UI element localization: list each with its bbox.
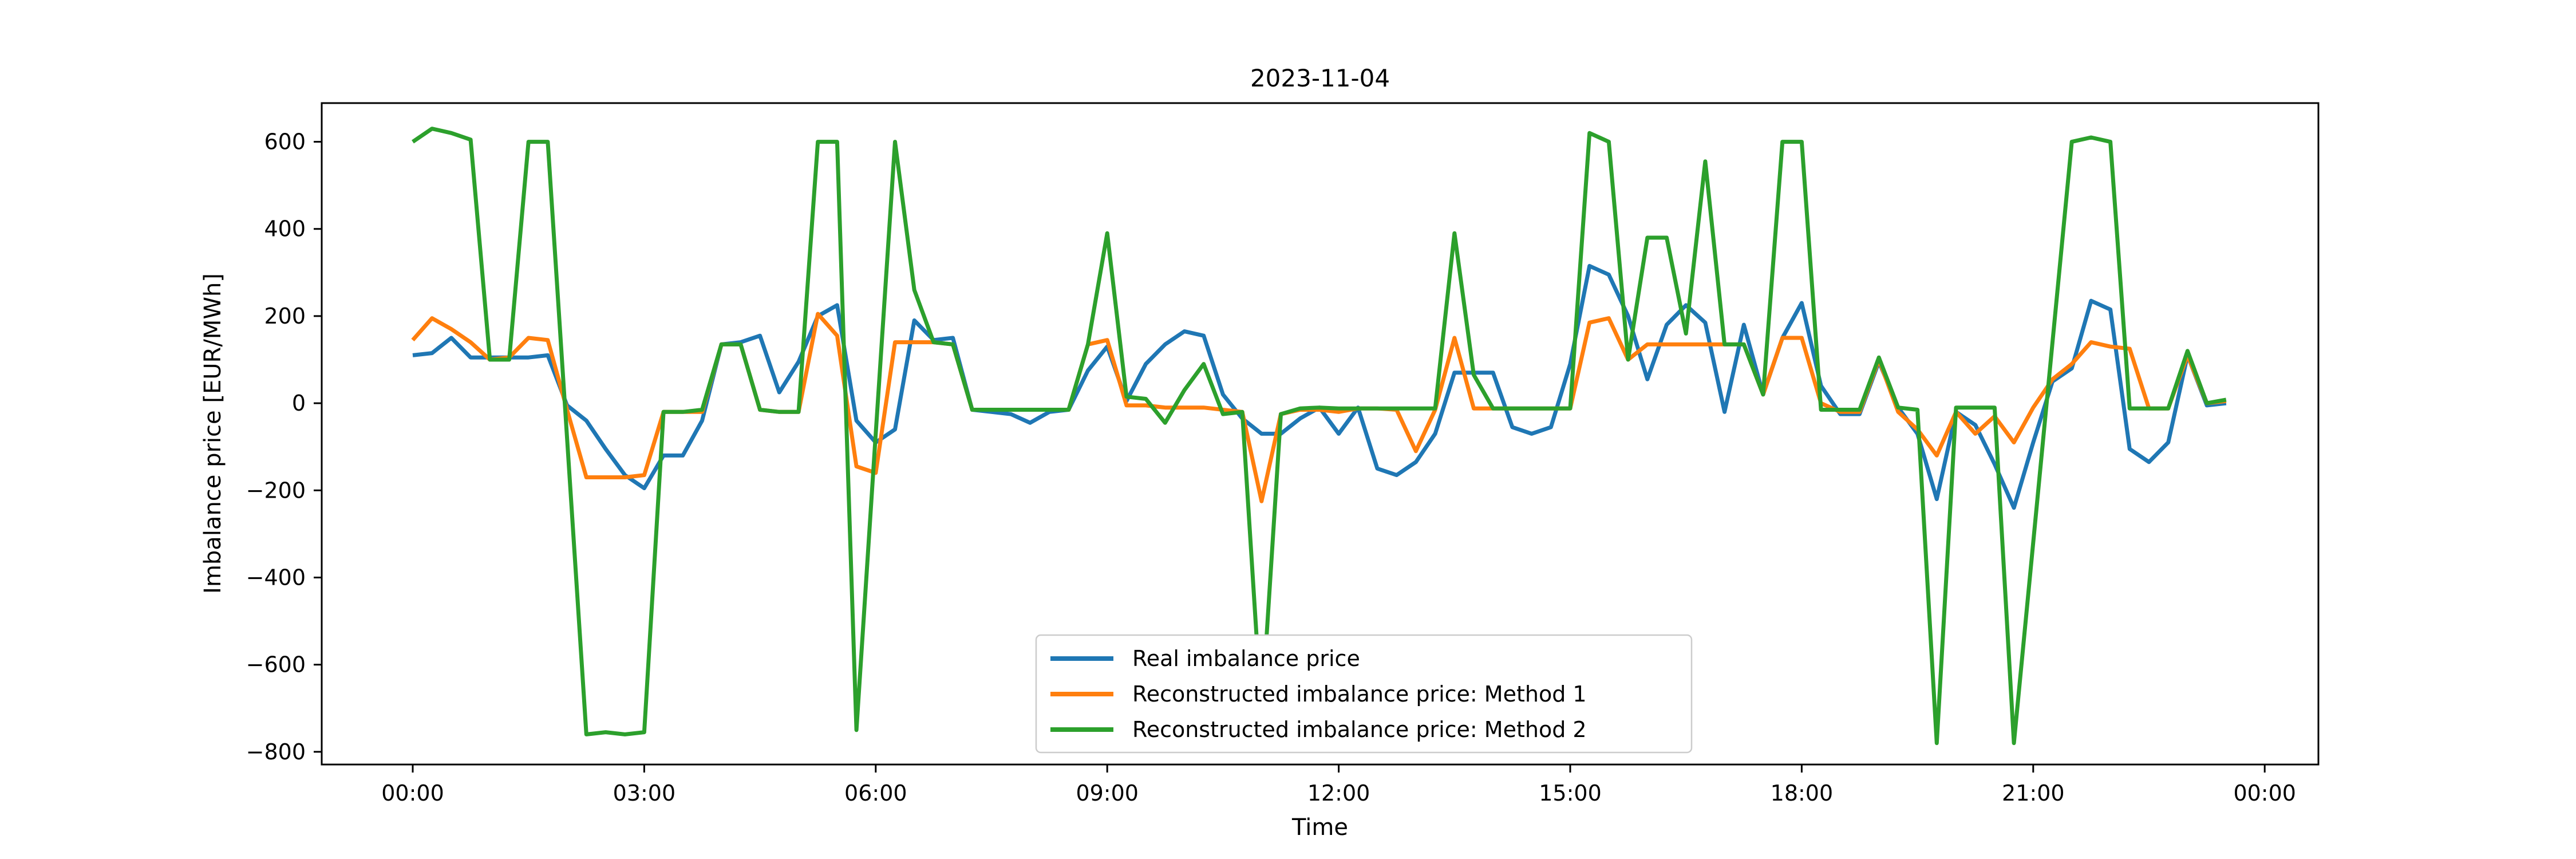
legend-label-reconstructed-imbalance-price-method-1: Reconstructed imbalance price: Method 1 [1132,681,1587,707]
y-tick-label: −600 [246,652,306,677]
x-axis-ticks: 00:00 03:00 06:00 09:00 12:00 15:00 18:00 21:00… [381,765,2296,806]
y-tick-label: −400 [246,565,306,590]
x-axis-label: Time [1291,814,1348,841]
y-tick-label: 600 [264,129,306,155]
x-tick-label: 03:00 [613,781,676,806]
x-tick-label: 00:00 [2233,781,2296,806]
legend-box [1035,634,1693,754]
y-tick-label: 0 [292,391,306,416]
y-tick-label: 200 [264,304,306,329]
series-line-reconstructed-imbalance-price-method-2 [412,127,2227,746]
plot-area-border [321,102,2320,766]
legend-label-real-imbalance-price: Real imbalance price [1132,646,1360,671]
y-axis-label: Imbalance price [EUR/MWh] [200,273,226,594]
y-tick-label: 400 [264,216,306,242]
y-tick-label: −200 [246,478,306,503]
chart-title: 2023-11-04 [1250,64,1390,92]
legend-label-reconstructed-imbalance-price-method-2: Reconstructed imbalance price: Method 2 [1132,717,1587,742]
y-tick-label: −800 [246,739,306,765]
x-tick-label: 12:00 [1307,781,1370,806]
y-axis-ticks: 600 400 200 0 −200 −400 −600 −800 [246,129,322,765]
series-lines [411,127,2227,746]
x-tick-label: 09:00 [1076,781,1139,806]
x-tick-label: 00:00 [381,781,444,806]
x-tick-label: 21:00 [2002,781,2065,806]
x-tick-label: 18:00 [1771,781,1834,806]
legend: Real imbalance price Reconstructed imbala… [1035,634,1693,754]
x-tick-label: 06:00 [844,781,907,806]
x-tick-label: 15:00 [1539,781,1602,806]
